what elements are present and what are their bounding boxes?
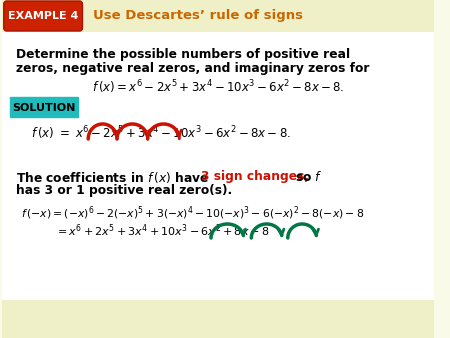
Text: Use Descartes’ rule of signs: Use Descartes’ rule of signs [93, 9, 303, 23]
FancyBboxPatch shape [4, 1, 82, 31]
Text: $f\,(x) = x^6 - 2x^5 + 3x^4 - 10x^3 - 6x^2 - 8x - 8.$: $f\,(x) = x^6 - 2x^5 + 3x^4 - 10x^3 - 6x… [91, 78, 344, 96]
Text: SOLUTION: SOLUTION [13, 103, 76, 113]
Text: has 3 or 1 positive real zero(s).: has 3 or 1 positive real zero(s). [16, 184, 233, 197]
Text: $f\,(x)\ =\ x^6 - 2x^5 + 3x^4 - 10x^3 - 6x^2 - 8x - 8.$: $f\,(x)\ =\ x^6 - 2x^5 + 3x^4 - 10x^3 - … [31, 124, 291, 142]
Text: $= x^6 + 2x^5 + 3x^4 + 10x^3 - 6x^2 + 8x - 8$: $= x^6 + 2x^5 + 3x^4 + 10x^3 - 6x^2 + 8x… [54, 222, 269, 239]
FancyBboxPatch shape [2, 0, 434, 32]
Text: 3 sign changes,: 3 sign changes, [202, 170, 310, 183]
Text: EXAMPLE 4: EXAMPLE 4 [8, 11, 78, 21]
Text: Determine the possible numbers of positive real: Determine the possible numbers of positi… [16, 48, 351, 61]
FancyBboxPatch shape [10, 97, 78, 117]
Text: so $f$: so $f$ [294, 170, 322, 184]
Text: The coefficients in $f\,(x)$ have: The coefficients in $f\,(x)$ have [16, 170, 210, 185]
FancyBboxPatch shape [2, 32, 434, 338]
Text: zeros, negative real zeros, and imaginary zeros for: zeros, negative real zeros, and imaginar… [16, 62, 370, 75]
Text: $f\,(-x) = (-x)^6 - 2(-x)^5 + 3(-x)^4 - 10(-x)^3 - 6(-x)^2 - 8(-x) - 8$: $f\,(-x) = (-x)^6 - 2(-x)^5 + 3(-x)^4 - … [21, 204, 364, 222]
FancyBboxPatch shape [2, 300, 434, 338]
